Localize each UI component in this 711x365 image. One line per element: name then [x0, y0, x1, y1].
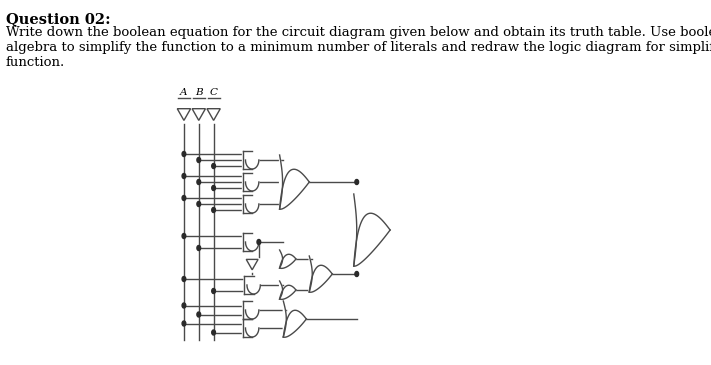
Circle shape [197, 158, 201, 162]
Circle shape [182, 303, 186, 308]
Circle shape [197, 312, 201, 317]
Circle shape [212, 207, 215, 212]
Circle shape [355, 180, 358, 184]
Circle shape [197, 201, 201, 207]
Text: Question 02:: Question 02: [6, 12, 110, 26]
Polygon shape [279, 155, 309, 209]
Polygon shape [242, 233, 259, 251]
Circle shape [355, 272, 358, 277]
Polygon shape [242, 319, 259, 337]
Polygon shape [279, 250, 296, 268]
Text: Write down the boolean equation for the circuit diagram given below and obtain i: Write down the boolean equation for the … [6, 26, 711, 69]
Text: A: A [180, 88, 188, 97]
Polygon shape [244, 276, 260, 294]
Circle shape [212, 330, 215, 335]
Circle shape [212, 288, 215, 293]
Circle shape [197, 246, 201, 250]
Polygon shape [242, 151, 259, 169]
Polygon shape [283, 301, 306, 337]
Circle shape [182, 173, 186, 178]
Polygon shape [177, 109, 191, 120]
Circle shape [182, 196, 186, 200]
Circle shape [182, 151, 186, 157]
Polygon shape [242, 301, 259, 319]
Polygon shape [309, 256, 332, 292]
Polygon shape [242, 195, 259, 213]
Text: B: B [195, 88, 203, 97]
Polygon shape [242, 173, 259, 191]
Circle shape [182, 234, 186, 238]
Circle shape [182, 277, 186, 281]
Circle shape [182, 321, 186, 326]
Text: C: C [210, 88, 218, 97]
Polygon shape [279, 281, 296, 299]
Polygon shape [246, 260, 258, 270]
Circle shape [257, 239, 261, 245]
Circle shape [212, 164, 215, 169]
Polygon shape [354, 194, 390, 266]
Polygon shape [192, 109, 205, 120]
Circle shape [197, 180, 201, 184]
Circle shape [212, 185, 215, 191]
Polygon shape [207, 109, 220, 120]
